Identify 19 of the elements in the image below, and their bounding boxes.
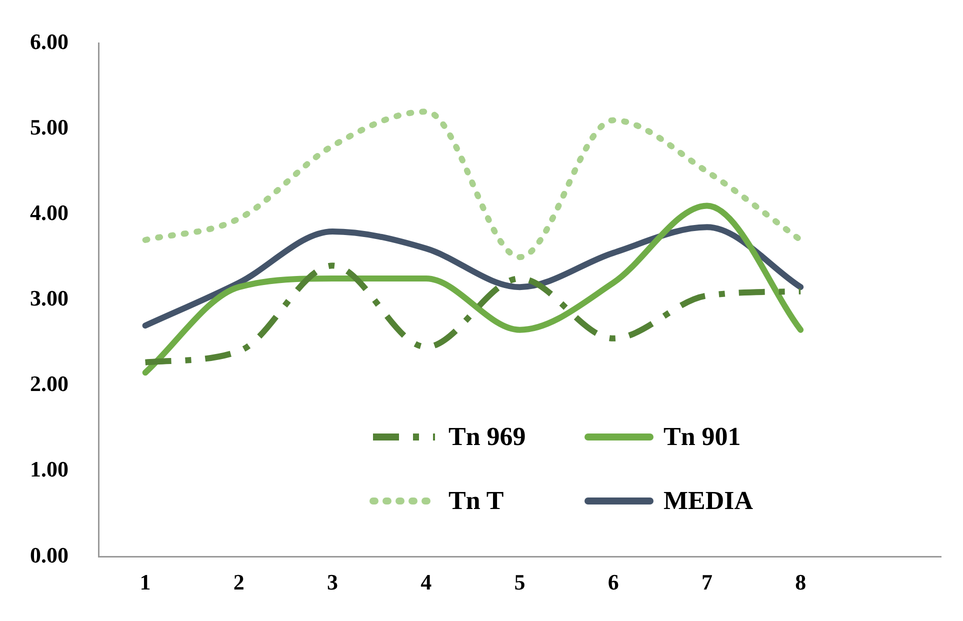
x-tick-label: 5: [514, 569, 526, 594]
x-tick-label: 2: [233, 569, 244, 594]
legend-label: MEDIA: [664, 486, 754, 516]
x-tick-label: 6: [608, 569, 619, 594]
y-tick-label: 1.00: [30, 456, 68, 482]
y-tick-label: 2.00: [30, 371, 68, 396]
y-tick-label: 4.00: [30, 200, 68, 226]
x-tick-label: 1: [140, 569, 151, 594]
legend-label: Tn 901: [664, 422, 741, 452]
x-tick-label: 7: [701, 569, 712, 594]
y-tick-label: 0.00: [30, 542, 68, 568]
x-tick-label: 8: [795, 569, 806, 594]
y-tick-label: 5.00: [30, 114, 68, 140]
x-tick-label: 3: [327, 569, 338, 594]
y-tick-label: 6.00: [30, 28, 68, 54]
y-tick-label: 3.00: [30, 286, 68, 311]
x-tick-label: 4: [420, 569, 432, 594]
legend-label: Tn 969: [448, 422, 526, 452]
legend-label: Tn T: [448, 486, 504, 516]
